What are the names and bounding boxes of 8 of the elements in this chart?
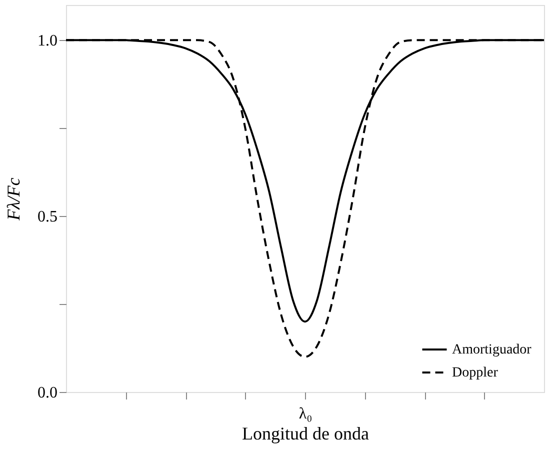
y-tick-label: 0.0 (38, 384, 58, 402)
y-tick-label: 1.0 (38, 32, 58, 50)
legend-label: Doppler (452, 366, 498, 380)
x-axis-title: Longitud de onda (242, 424, 369, 444)
y-tick-label: 0.5 (38, 208, 58, 226)
y-axis-title: Fλ/Fc (4, 178, 24, 222)
x-tick-label: λ₀ (298, 406, 312, 422)
legend-label: Amortiguador (452, 342, 532, 358)
